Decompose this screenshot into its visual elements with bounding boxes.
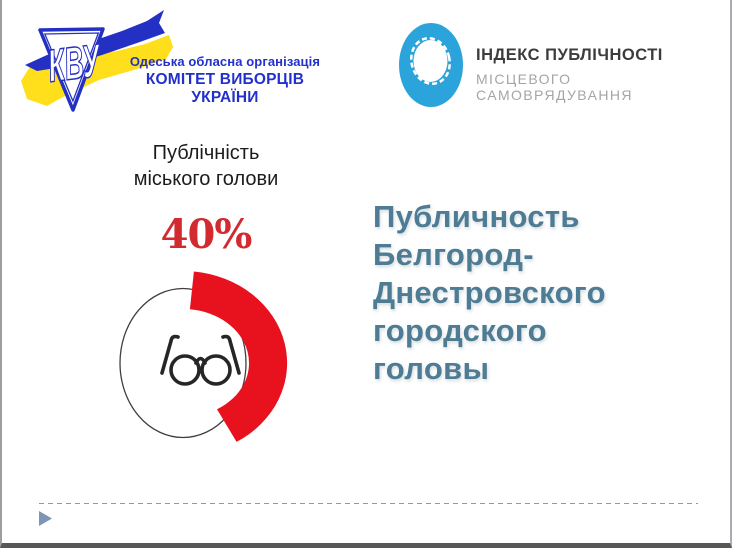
slide-heading-line3: Днестровского: [373, 275, 606, 310]
slide-heading: Публичность Белгород- Днестровского горо…: [373, 198, 673, 388]
kvu-org-line1: Одеська обласна організація: [129, 54, 321, 69]
donut-arc-40pct: [189, 271, 288, 442]
glasses-icon: [160, 334, 241, 386]
kvu-triangle: [38, 27, 105, 112]
chart-title-line1: Публічність: [152, 142, 260, 164]
kvu-org-line2: КОМІТЕТ ВИБОРЦІВ УКРАЇНИ: [145, 71, 305, 106]
donut-outline-circle: [119, 287, 247, 439]
chart-value-label: 40%: [160, 211, 253, 258]
footer-arrow-icon: [39, 511, 52, 526]
kvu-triangle-inner: [43, 32, 100, 103]
slide-heading-line1: Публичность: [373, 199, 580, 234]
index-logo-text: ІНДЕКС ПУБЛІЧНОСТІ МІСЦЕВОГО САМОВРЯДУВА…: [476, 46, 730, 103]
chart-title-line2: міського голови: [133, 168, 279, 190]
index-logo-subtitle: МІСЦЕВОГО САМОВРЯДУВАННЯ: [476, 71, 633, 103]
kvu-logo-icon: КВУ: [21, 10, 173, 112]
footer-divider: [39, 503, 698, 504]
chart-title: Публічність міського голови: [97, 140, 315, 192]
slide-heading-line5: головы: [373, 351, 490, 386]
kvu-monogram: КВУ: [45, 34, 105, 92]
slide-heading-line4: городского: [373, 313, 547, 348]
publicity-donut-chart: [119, 271, 288, 442]
slide-heading-line2: Белгород-: [373, 237, 534, 272]
index-logo-title: ІНДЕКС ПУБЛІЧНОСТІ: [476, 46, 663, 64]
kvu-org-name: Одеська обласна організація КОМІТЕТ ВИБО…: [115, 54, 335, 107]
index-publichnosti-logo-icon: [399, 23, 463, 107]
kvu-yellow-brush: [21, 35, 173, 106]
